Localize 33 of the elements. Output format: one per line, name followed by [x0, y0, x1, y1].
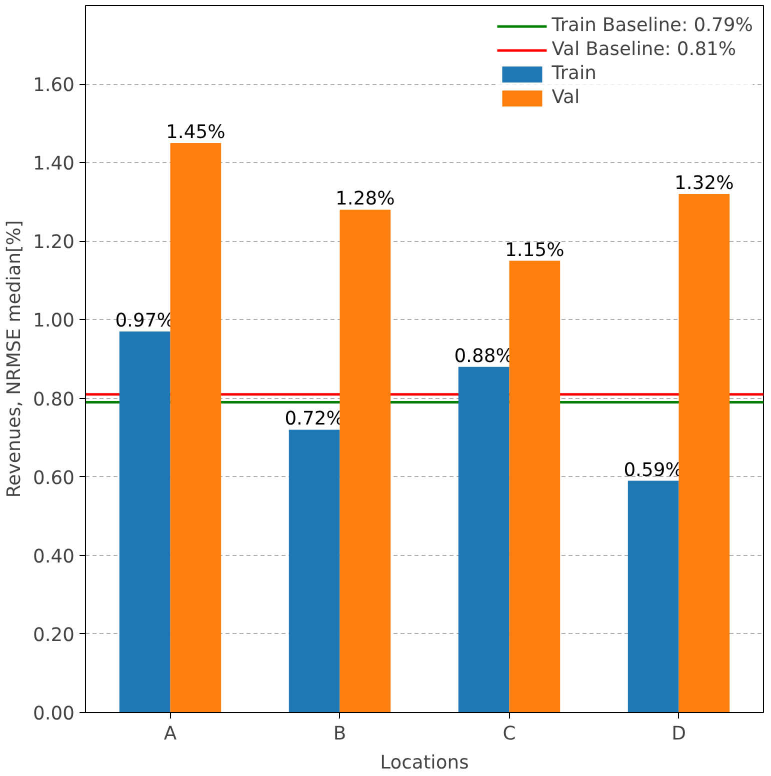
bar — [678, 194, 730, 712]
data-label: 0.88% — [454, 346, 514, 367]
bar — [458, 366, 510, 712]
bar — [340, 210, 391, 712]
y-tick-label: 0.80 — [32, 389, 75, 410]
y-tick-label: 1.20 — [32, 232, 75, 254]
y-axis-title: Revenues, NRMSE median[%] — [4, 220, 25, 498]
y-tick-label: 0.60 — [32, 468, 75, 489]
y-tick-label: 1.60 — [32, 75, 75, 96]
y-tick-label: 1.00 — [32, 310, 75, 332]
legend-label: Val — [552, 87, 580, 108]
x-tick-label: D — [672, 724, 686, 744]
data-label: 1.45% — [166, 122, 226, 143]
x-tick-label: A — [164, 724, 177, 744]
legend-label: Val Baseline: 0.81% — [552, 39, 736, 60]
data-label: 1.32% — [674, 173, 734, 194]
legend-label: Train Baseline: 0.79% — [552, 15, 753, 36]
y-tick-label: 0.20 — [32, 624, 75, 646]
y-tick-label: 1.40 — [32, 154, 75, 175]
bar — [288, 430, 340, 712]
y-tick-label: 0.00 — [32, 704, 75, 724]
bar — [628, 480, 679, 712]
y-tick-label: 0.40 — [32, 546, 75, 568]
x-tick-label: B — [333, 724, 346, 744]
data-label: 1.15% — [505, 240, 564, 261]
x-tick-label: C — [502, 724, 516, 744]
bar — [119, 332, 170, 712]
data-label: 1.28% — [336, 188, 395, 210]
legend-label: Train — [552, 63, 596, 84]
bar — [509, 260, 560, 712]
x-axis-title: Locations — [380, 752, 469, 774]
bar — [170, 142, 222, 712]
data-label: 0.59% — [624, 460, 683, 481]
